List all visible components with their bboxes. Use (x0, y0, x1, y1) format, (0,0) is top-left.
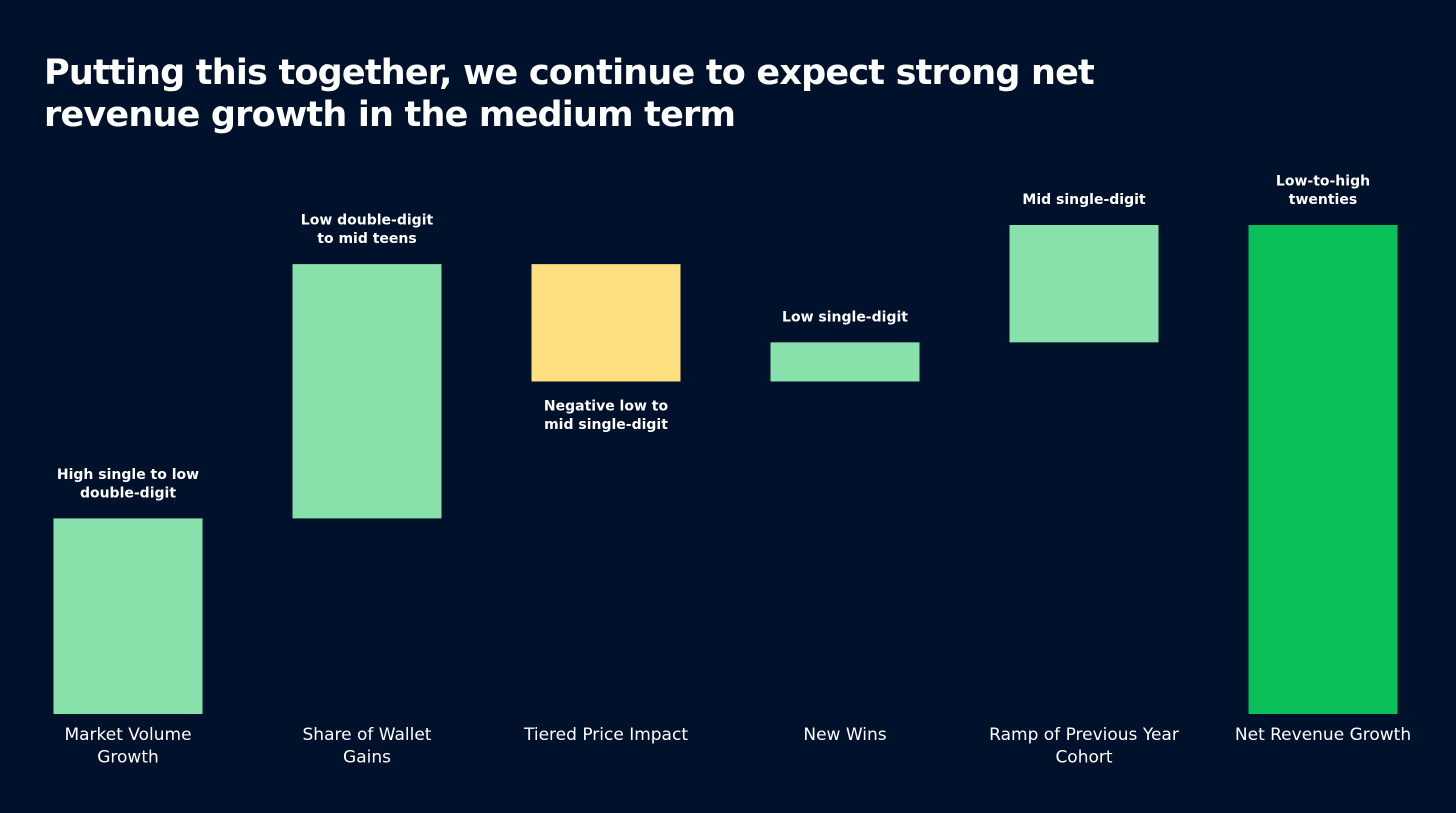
bar-2 (292, 264, 442, 519)
page-title: Putting this together, we continue to ex… (44, 53, 1095, 135)
category-label-3: Tiered Price Impact (523, 725, 688, 745)
bar-value-label-2: Low double-digit to mid teens (301, 213, 434, 248)
category-label-2: Share of Wallet Gains (303, 725, 432, 768)
bar-value-label-1: High single to low double-digit (57, 467, 199, 502)
bars-layer (53, 225, 1398, 714)
bar-value-label-6: Low-to-high twenties (1276, 174, 1370, 209)
category-label-1: Market Volume Growth (64, 725, 191, 768)
bar-1 (53, 518, 203, 714)
bar-3 (531, 264, 681, 382)
category-label-6: Net Revenue Growth (1235, 725, 1411, 745)
labels-layer: High single to low double-digit Low double… (57, 174, 1370, 502)
bar-6 (1248, 225, 1398, 714)
bar-4 (770, 342, 920, 382)
category-label-5: Ramp of Previous Year Cohort (989, 725, 1179, 768)
category-labels: Market Volume Growth Share of Wallet Gains T… (64, 725, 1411, 768)
category-label-4: New Wins (803, 725, 886, 745)
bar-value-label-4: Low single-digit (782, 309, 908, 325)
bar-value-label-3: Negative low to mid single-digit (544, 398, 669, 433)
bar-value-label-5: Mid single-digit (1022, 192, 1145, 208)
bar-5 (1009, 225, 1159, 343)
